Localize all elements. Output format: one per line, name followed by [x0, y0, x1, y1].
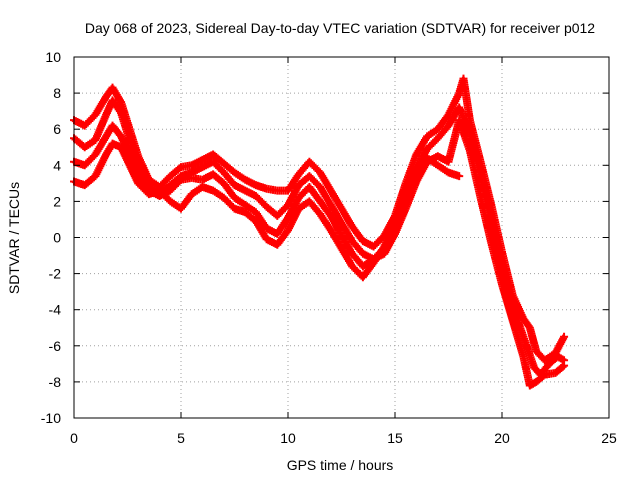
y-tick-label: -8: [49, 374, 62, 390]
data-point: [175, 164, 184, 173]
data-point: [558, 362, 567, 371]
y-tick-label: -4: [49, 302, 62, 318]
series-trace-d: [70, 139, 464, 282]
y-axis-label: SDTVAR / TECUs: [6, 182, 22, 294]
data-point: [560, 332, 569, 341]
y-tick-label: 6: [53, 121, 61, 137]
x-axis-label: GPS time / hours: [287, 457, 394, 473]
y-tick-label: -2: [49, 266, 62, 282]
axis-ticks: 0 5 10 15 20 25 -10 -8 -6 -4 -2 0 2 4 6 8 10: [41, 49, 617, 446]
y-tick-label: 8: [53, 85, 61, 101]
y-tick-label: 2: [53, 193, 61, 209]
series-trace-c: [70, 116, 569, 390]
data-point: [560, 361, 569, 370]
y-tick-label: 0: [53, 230, 61, 246]
data-series: [70, 74, 569, 390]
x-tick-label: 5: [177, 430, 185, 446]
x-tick-label: 10: [280, 430, 296, 446]
y-tick-label: 4: [53, 157, 61, 173]
x-tick-label: 0: [70, 430, 78, 446]
chart-title: Day 068 of 2023, Sidereal Day-to-day VTE…: [85, 20, 595, 36]
x-tick-label: 25: [601, 430, 617, 446]
y-tick-label: -6: [49, 338, 62, 354]
x-tick-label: 15: [387, 430, 403, 446]
y-tick-label: -10: [41, 410, 61, 426]
y-tick-label: 10: [45, 49, 61, 65]
x-tick-label: 20: [494, 430, 510, 446]
data-point: [455, 172, 464, 181]
